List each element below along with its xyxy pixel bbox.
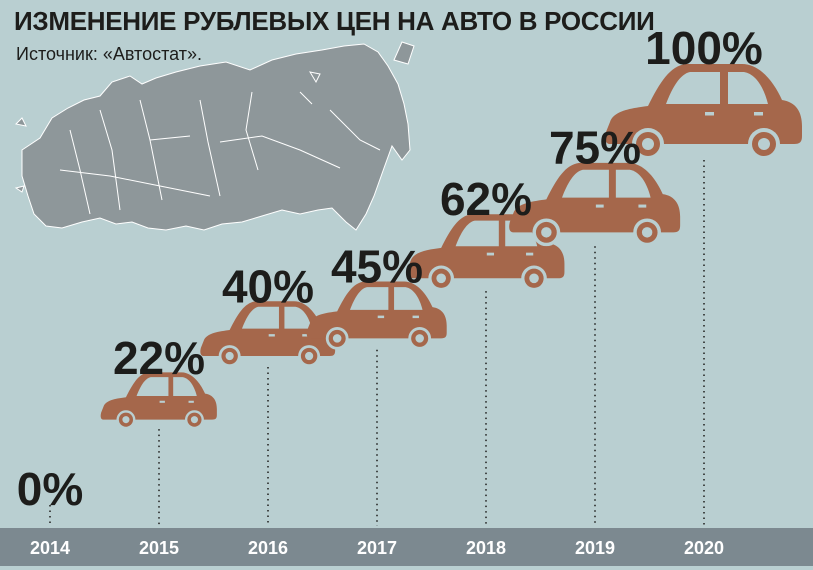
value-label: 22% [113,332,205,384]
year-label: 2020 [684,538,724,558]
year-label: 2018 [466,538,506,558]
value-label: 62% [440,173,532,225]
russia-map [14,41,415,231]
year-label: 2016 [248,538,288,558]
year-labels: 2014 2015 2016 2017 2018 2019 2020 [30,538,724,558]
value-label: 75% [549,121,641,173]
year-label: 2014 [30,538,70,558]
value-label: 0% [17,463,83,515]
year-label: 2017 [357,538,397,558]
value-labels: 0% 22% 40% 45% 62% 75%100% [17,22,763,515]
year-label: 2019 [575,538,615,558]
year-axis-band [0,528,813,566]
chart-title: ИЗМЕНЕНИЕ РУБЛЕВЫХ ЦЕН НА АВТО В РОССИИ [14,6,655,36]
value-label: 100% [645,22,763,74]
value-label: 40% [222,261,314,313]
chart-source: Источник: «Автостат». [16,44,202,64]
value-label: 45% [331,241,423,293]
year-label: 2015 [139,538,179,558]
drop-lines [49,160,705,526]
